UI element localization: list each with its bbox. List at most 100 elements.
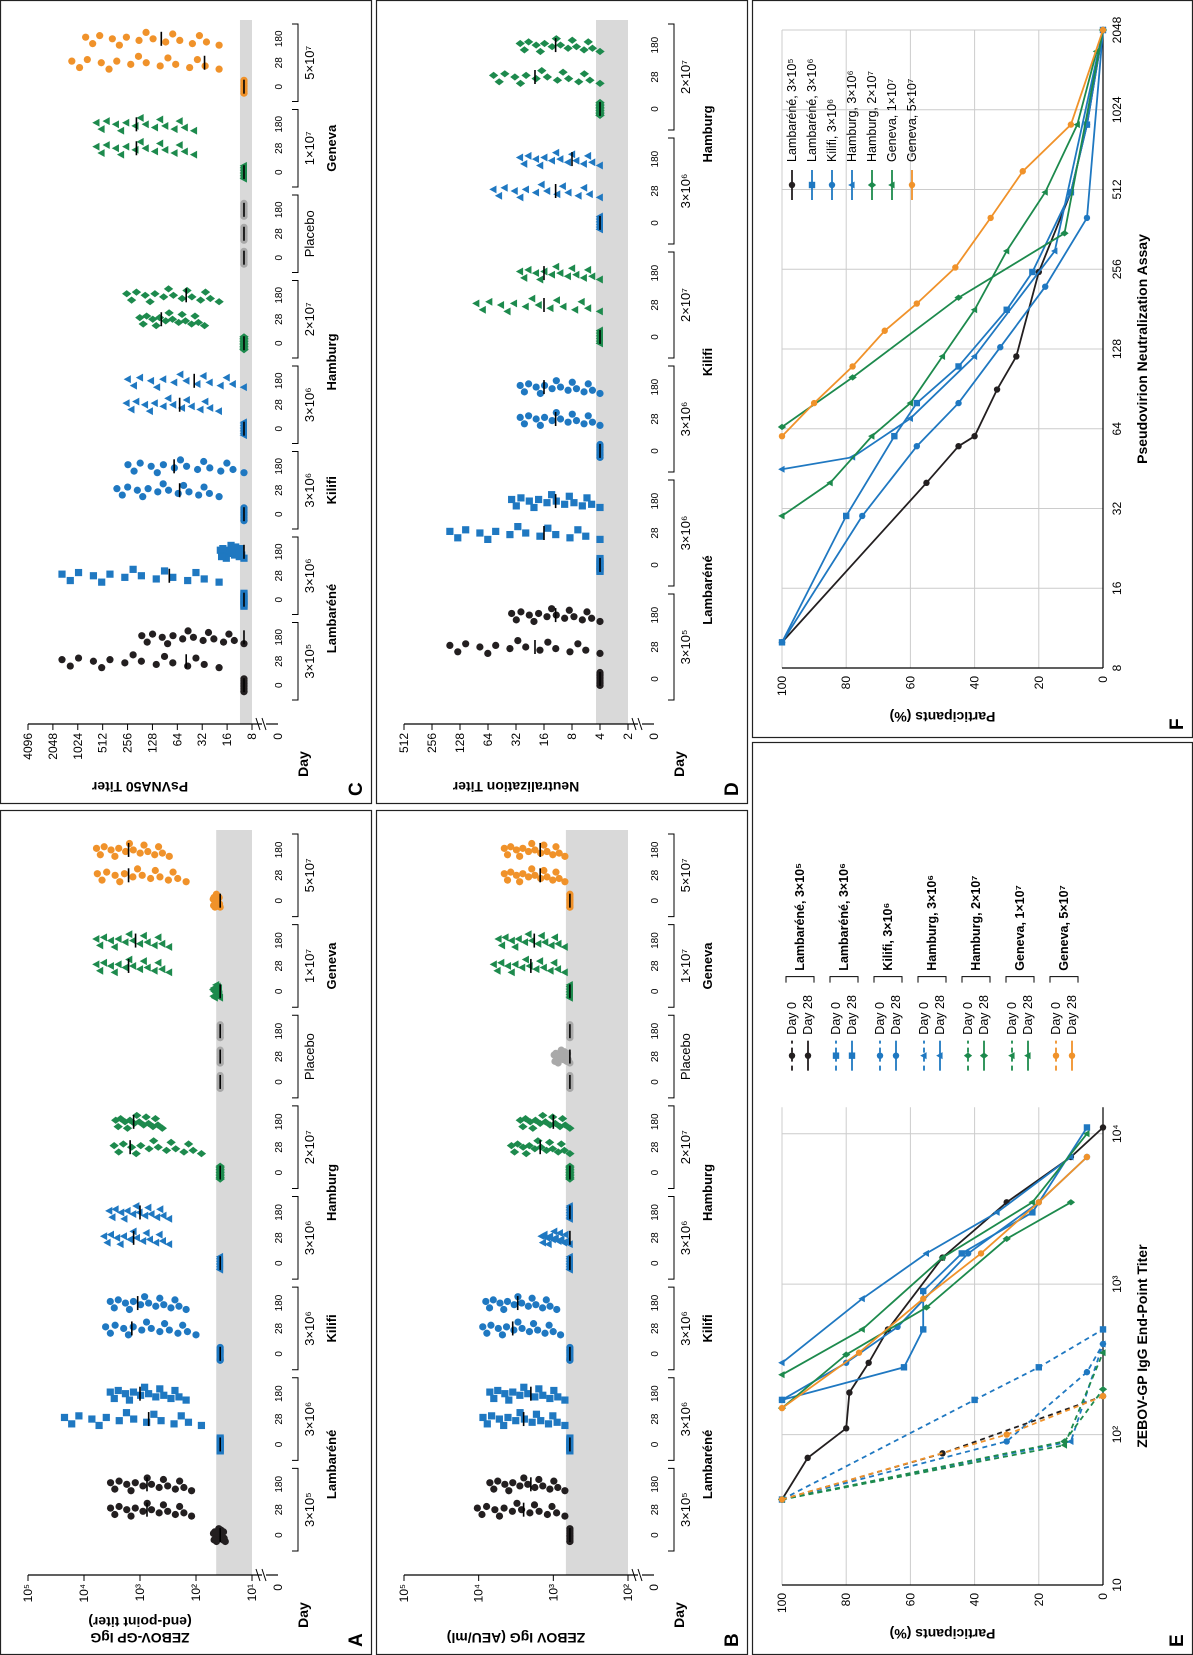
- group-bracket: [292, 194, 299, 273]
- data-point: [486, 1388, 494, 1396]
- data-point: [570, 613, 578, 621]
- data-point: [578, 616, 586, 624]
- data-point: [544, 638, 552, 646]
- data-point: [538, 1304, 547, 1312]
- series-point: [1099, 1124, 1107, 1131]
- data-point: [124, 483, 132, 491]
- data-point: [556, 1331, 565, 1339]
- data-point: [541, 938, 549, 947]
- data-point: [143, 963, 151, 972]
- day-tick-label: 0: [274, 511, 285, 517]
- day-axis-label: Day: [295, 1602, 311, 1628]
- data-point: [531, 1483, 539, 1492]
- series-point: [913, 300, 921, 307]
- site-label: Hamburg: [324, 1164, 339, 1221]
- series-point: [858, 1325, 865, 1333]
- data-point: [574, 526, 582, 534]
- data-point: [553, 965, 562, 974]
- panel-border-c: [0, 0, 373, 805]
- data-point: [108, 1213, 116, 1222]
- data-point: [136, 459, 144, 467]
- data-point: [113, 1123, 123, 1131]
- data-point: [171, 1296, 179, 1304]
- data-point: [137, 1301, 145, 1309]
- series-point: [855, 1349, 863, 1356]
- data-point: [538, 1111, 548, 1120]
- data-point: [153, 1143, 163, 1151]
- data-point: [583, 265, 592, 274]
- day-tick-label: 28: [650, 1413, 661, 1425]
- day-tick-label: 180: [274, 372, 285, 389]
- data-point: [111, 120, 119, 129]
- data-point: [161, 1146, 172, 1154]
- y-tick-label: 80: [839, 676, 853, 690]
- data-point: [183, 1140, 194, 1148]
- series-point: [993, 1208, 1000, 1216]
- data-point: [509, 1148, 520, 1156]
- data-point: [528, 1124, 538, 1132]
- data-point: [210, 893, 218, 902]
- group-bracket: [668, 251, 675, 359]
- data-point: [521, 1149, 531, 1158]
- legend-marker: [1024, 1052, 1031, 1060]
- data-point: [223, 459, 231, 467]
- axis-break: [261, 717, 267, 731]
- data-point: [138, 1326, 146, 1334]
- data-point: [133, 486, 141, 494]
- y-tick-label: 40: [968, 676, 982, 690]
- data-point: [514, 522, 522, 531]
- day-tick-label: 28: [274, 1232, 285, 1244]
- data-point: [141, 144, 149, 153]
- series-point: [778, 465, 785, 473]
- data-point: [595, 47, 605, 56]
- data-point: [494, 935, 502, 943]
- data-point: [503, 1297, 512, 1306]
- panel-label-e: E: [1167, 1634, 1188, 1647]
- data-point: [202, 38, 211, 46]
- legend-series-label: Geneva, 5×10⁷: [905, 78, 919, 162]
- threshold-band: [216, 830, 253, 1575]
- data-point: [103, 868, 111, 876]
- series-point: [952, 264, 959, 271]
- data-point: [188, 40, 197, 48]
- data-point: [489, 1296, 497, 1304]
- series-point: [848, 374, 857, 381]
- site-label: Lambaréné: [324, 584, 339, 653]
- data-point: [152, 575, 160, 583]
- legend-marker: [788, 1052, 796, 1059]
- data-point: [454, 534, 462, 542]
- y-tick-label: 128: [145, 733, 159, 753]
- data-point: [115, 1502, 123, 1511]
- panel-label-c: C: [346, 782, 367, 796]
- data-point: [588, 272, 596, 281]
- data-point: [500, 870, 508, 878]
- data-point: [488, 71, 499, 79]
- data-point: [166, 1138, 176, 1146]
- day-tick-label: 0: [650, 1532, 661, 1538]
- data-point: [550, 1477, 558, 1485]
- data-point: [111, 1485, 119, 1493]
- data-point: [536, 532, 544, 540]
- data-point: [537, 67, 547, 75]
- data-point: [537, 1417, 545, 1425]
- data-point: [560, 943, 568, 951]
- day-tick-label: 0: [274, 1351, 285, 1357]
- data-point: [83, 55, 91, 64]
- series-point: [1098, 1386, 1108, 1393]
- data-point: [496, 1299, 504, 1307]
- data-point: [507, 968, 515, 977]
- data-point: [583, 304, 592, 313]
- data-point: [122, 399, 130, 408]
- data-point: [164, 968, 173, 977]
- group-dose-label: 5×10⁷: [302, 858, 317, 892]
- data-point: [549, 1328, 557, 1336]
- day-tick-label: 28: [650, 185, 661, 197]
- data-point: [541, 1329, 549, 1337]
- data-point: [147, 874, 155, 883]
- data-point: [515, 1116, 525, 1124]
- data-point: [552, 262, 560, 271]
- data-point: [531, 188, 540, 197]
- group-bracket: [292, 365, 299, 444]
- data-point: [510, 73, 520, 81]
- legend-marker: [828, 181, 836, 189]
